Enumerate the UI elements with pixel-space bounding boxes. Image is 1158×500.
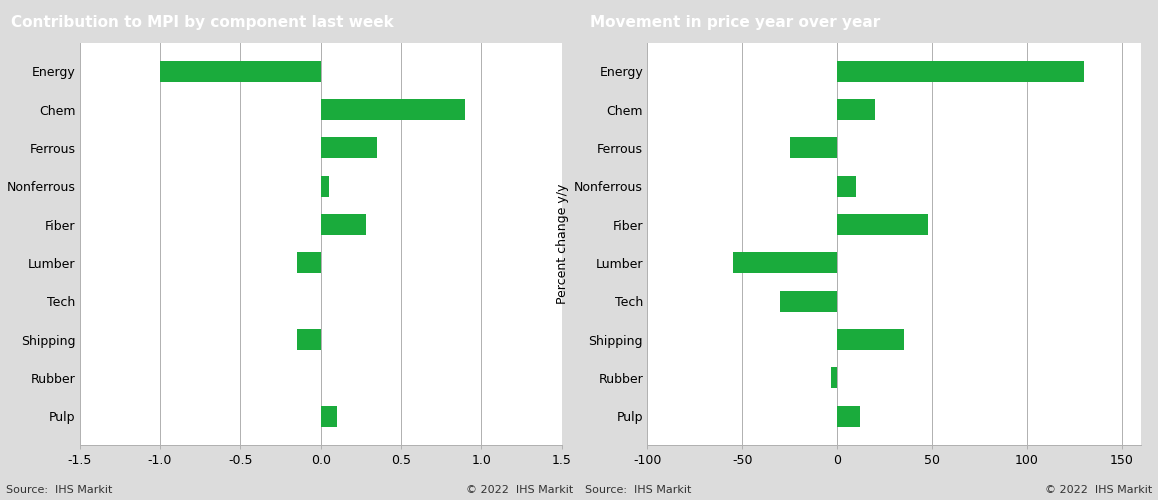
Bar [160, 61, 321, 82]
Text: Source:  IHS Markit: Source: IHS Markit [585, 485, 691, 495]
Bar [831, 368, 837, 388]
Text: © 2022  IHS Markit: © 2022 IHS Markit [466, 485, 573, 495]
Bar [733, 252, 837, 274]
Bar [321, 138, 378, 158]
Bar [321, 214, 366, 235]
Bar [321, 406, 337, 426]
Text: Source:  IHS Markit: Source: IHS Markit [6, 485, 112, 495]
Bar [780, 290, 837, 312]
Bar [837, 99, 875, 120]
Bar [296, 252, 321, 274]
Bar [321, 99, 466, 120]
Bar [837, 406, 860, 426]
Bar [790, 138, 837, 158]
Bar [837, 214, 929, 235]
Text: Movement in price year over year: Movement in price year over year [591, 14, 881, 30]
Bar [837, 329, 903, 350]
Bar [296, 329, 321, 350]
Text: Contribution to MPI by component last week: Contribution to MPI by component last we… [12, 14, 394, 30]
Y-axis label: Percent change y/y: Percent change y/y [556, 184, 569, 304]
Bar [321, 176, 329, 197]
Text: © 2022  IHS Markit: © 2022 IHS Markit [1045, 485, 1152, 495]
Bar [837, 61, 1084, 82]
Bar [837, 176, 856, 197]
